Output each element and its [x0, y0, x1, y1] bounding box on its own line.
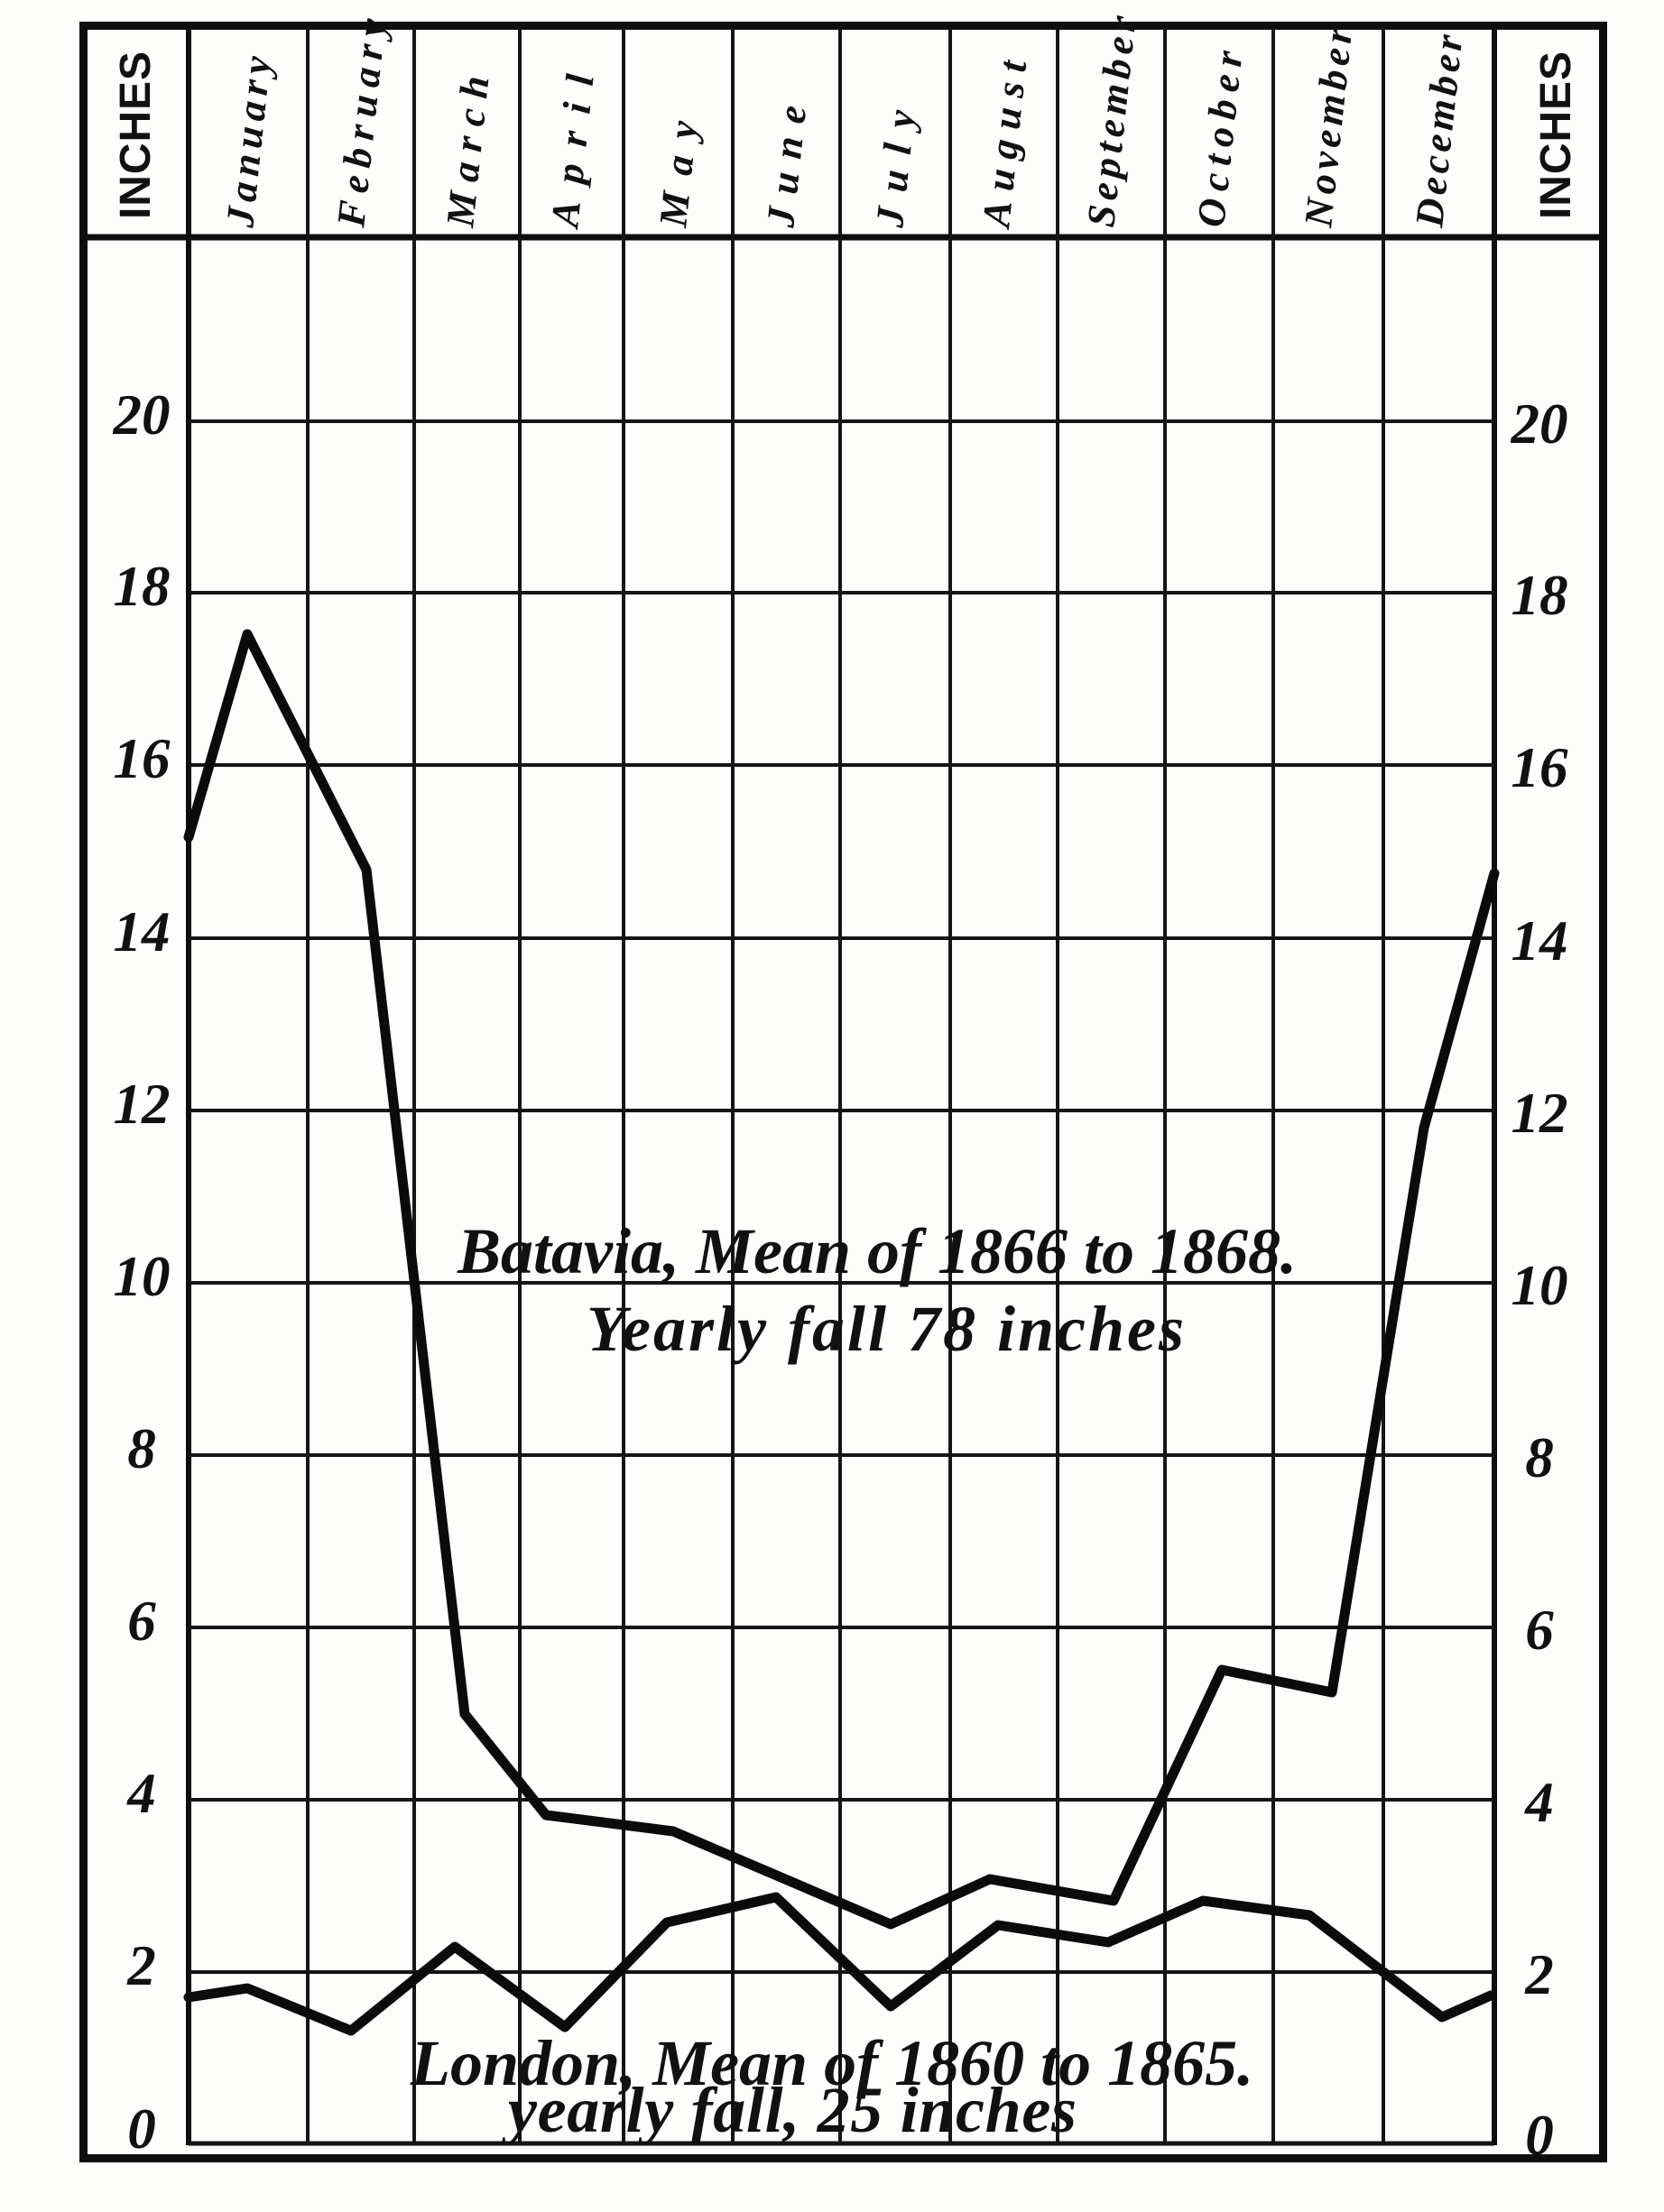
svg-text:January: January	[217, 53, 280, 230]
svg-text:18: 18	[1511, 564, 1568, 627]
svg-text:12: 12	[1511, 1082, 1568, 1145]
svg-text:July: July	[867, 107, 923, 230]
svg-text:6: 6	[1525, 1599, 1554, 1662]
svg-text:10: 10	[1511, 1254, 1568, 1317]
svg-text:April: April	[542, 71, 603, 232]
svg-text:14: 14	[1511, 909, 1568, 972]
svg-text:14: 14	[114, 900, 171, 963]
svg-text:16: 16	[1511, 736, 1569, 799]
svg-text:0: 0	[127, 2097, 156, 2161]
svg-text:September: September	[1078, 13, 1144, 229]
svg-text:8: 8	[1525, 1426, 1554, 1489]
svg-text:June: June	[758, 104, 815, 230]
svg-text:4: 4	[126, 1762, 156, 1825]
svg-text:Yearly fall 78 inches: Yearly fall 78 inches	[587, 1293, 1184, 1365]
svg-text:November: November	[1296, 24, 1361, 230]
svg-text:2: 2	[126, 1934, 156, 1997]
svg-text:INCHES: INCHES	[112, 51, 160, 219]
svg-text:16: 16	[114, 727, 171, 790]
svg-text:12: 12	[114, 1073, 171, 1136]
svg-text:10: 10	[114, 1245, 171, 1308]
svg-text:March: March	[438, 74, 497, 230]
svg-text:February: February	[328, 16, 394, 230]
svg-text:August: August	[974, 57, 1036, 232]
svg-text:Batavia, Mean of 1866 to 1868.: Batavia, Mean of 1866 to 1868.	[457, 1215, 1297, 1287]
svg-text:yearly fall, 25 inches: yearly fall, 25 inches	[501, 2074, 1077, 2146]
svg-text:December: December	[1407, 32, 1471, 230]
svg-text:0: 0	[1525, 2104, 1554, 2167]
svg-text:18: 18	[114, 555, 171, 618]
svg-text:May: May	[651, 118, 706, 230]
svg-text:2: 2	[1524, 1943, 1554, 2006]
svg-text:20: 20	[113, 383, 171, 447]
svg-text:8: 8	[127, 1417, 156, 1480]
svg-text:London, Mean of 1860 to 1865.: London, Mean of 1860 to 1865.	[410, 2027, 1253, 2099]
svg-text:October: October	[1188, 48, 1251, 229]
svg-text:INCHES: INCHES	[1532, 51, 1580, 219]
svg-text:4: 4	[1524, 1771, 1554, 1834]
svg-text:6: 6	[127, 1590, 156, 1653]
svg-text:20: 20	[1511, 392, 1568, 456]
